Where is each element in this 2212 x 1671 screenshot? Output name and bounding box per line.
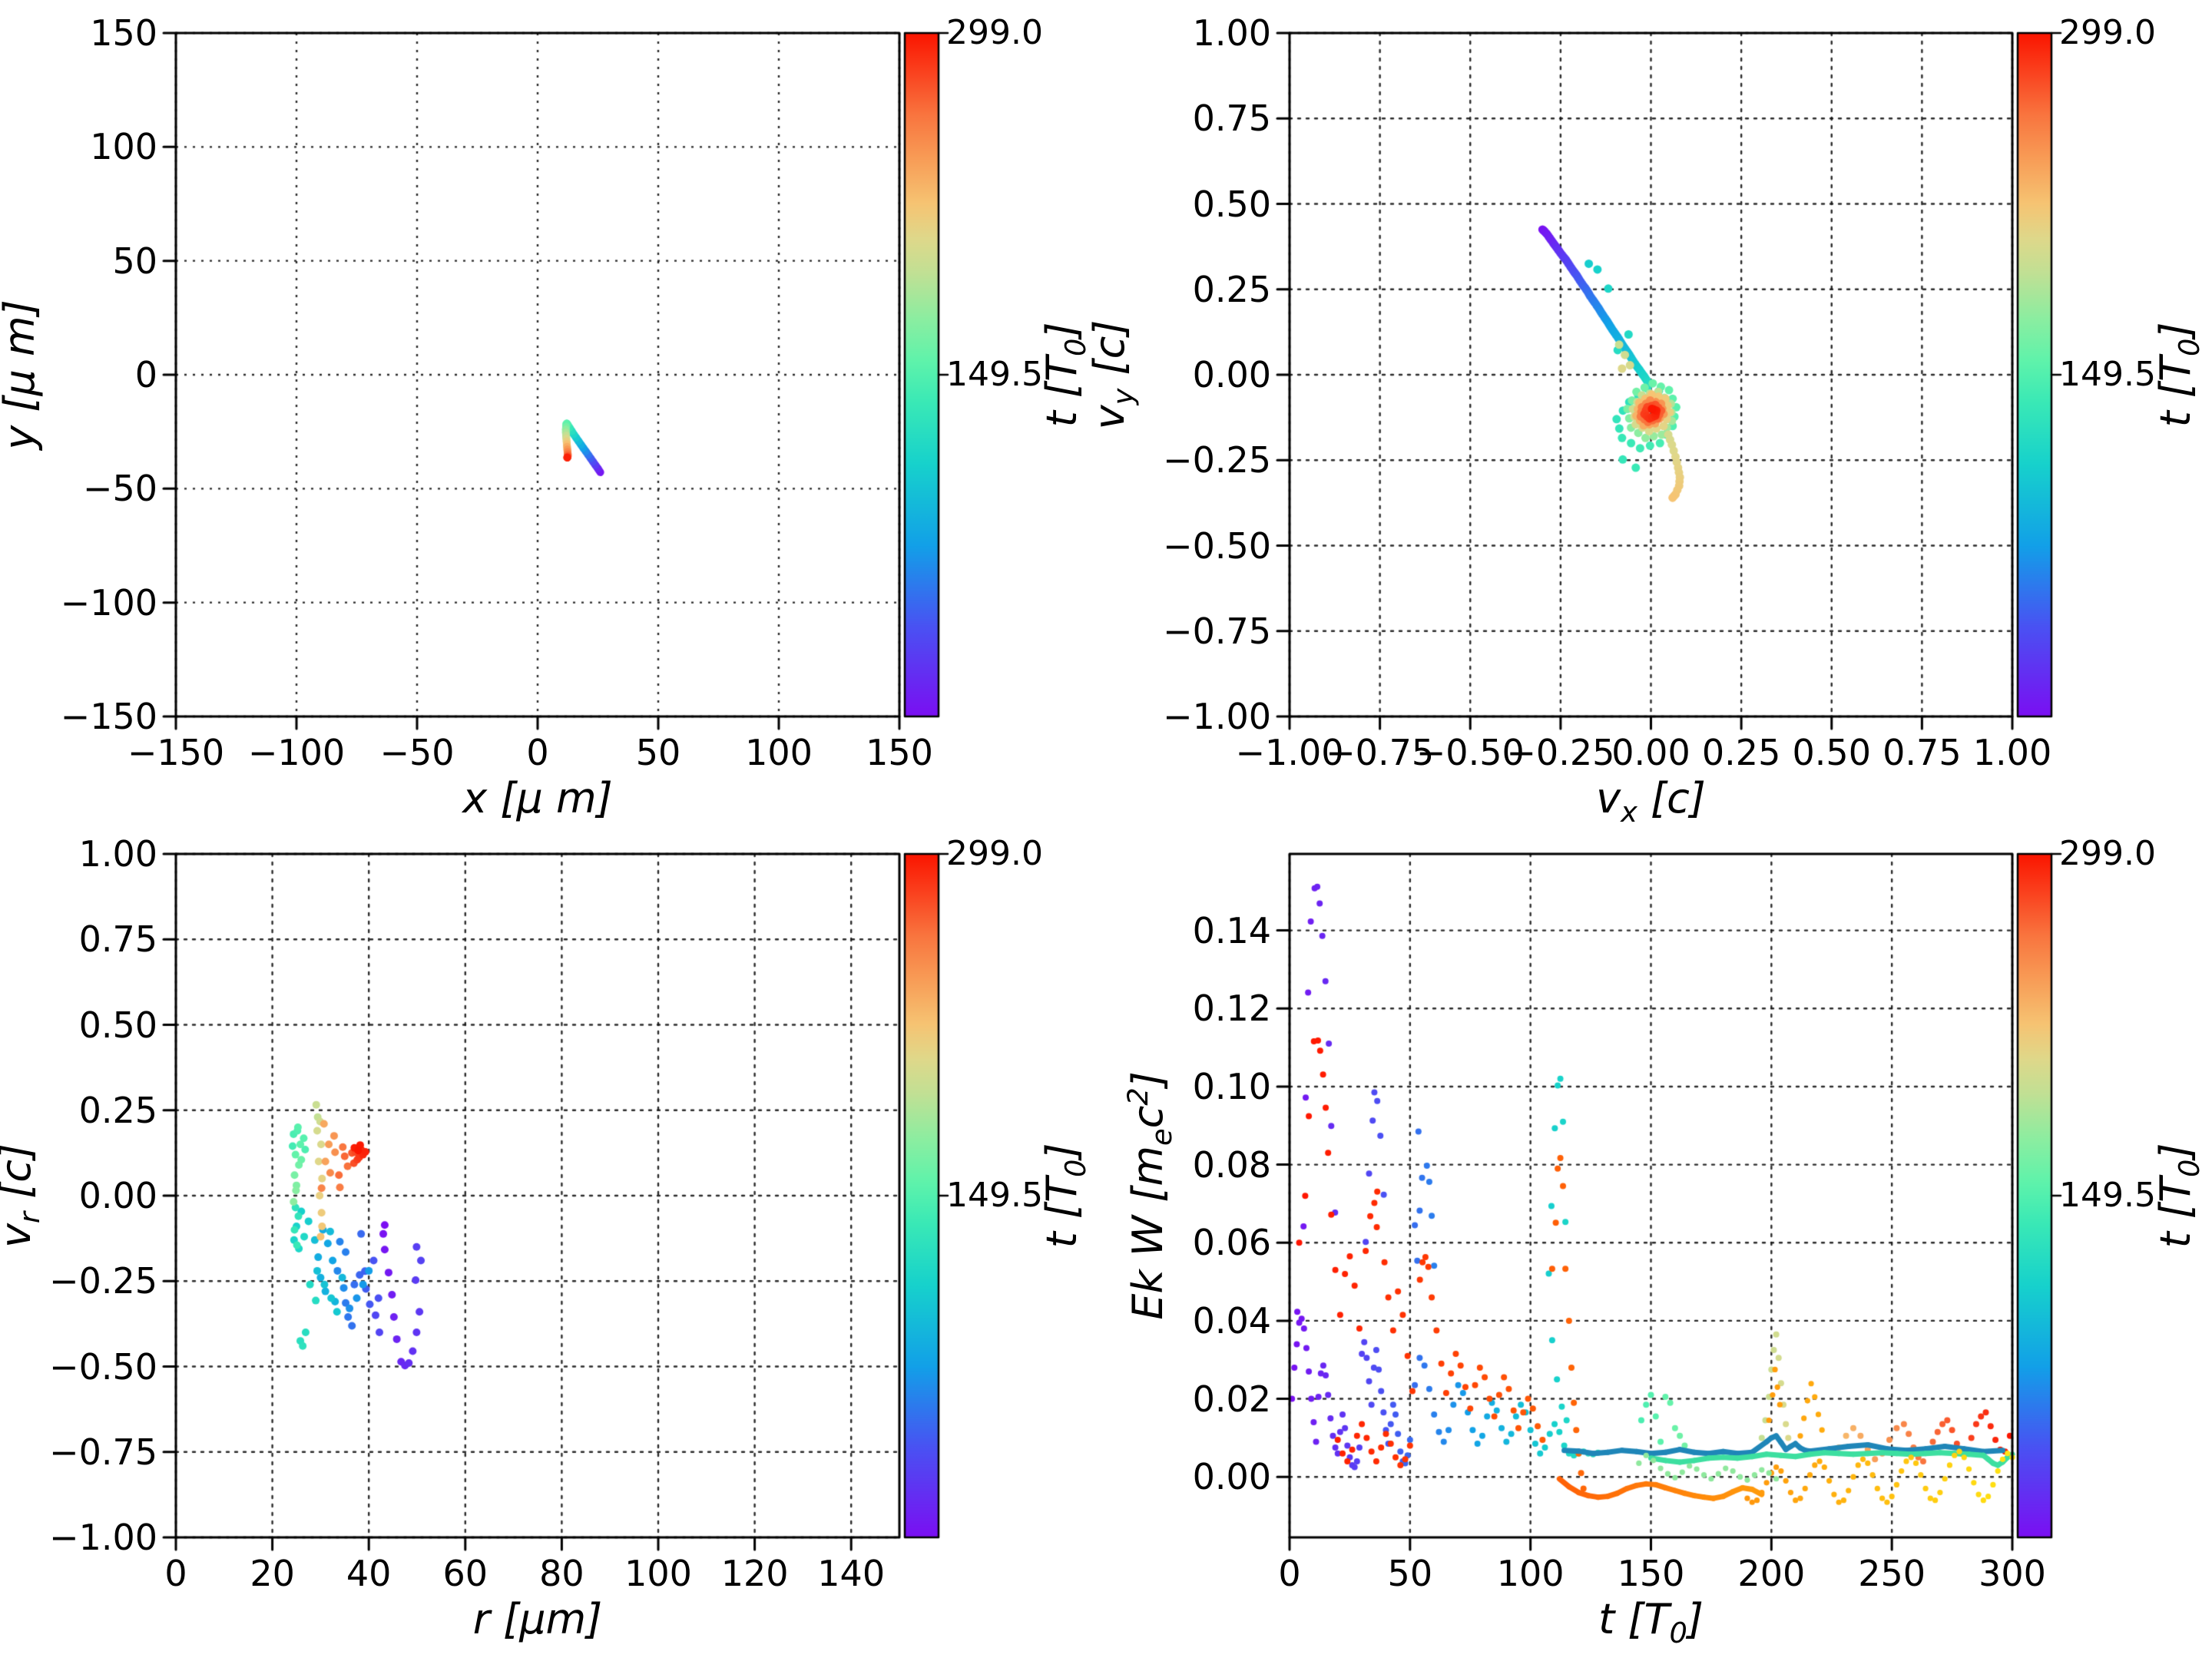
x-tick-label: 50 xyxy=(1387,1553,1433,1594)
y-tick-label: 0.75 xyxy=(1192,98,1271,140)
x-tick-label: −150 xyxy=(127,732,225,773)
y-tick-label: −1.00 xyxy=(49,1517,157,1558)
y-tick-label: 0.25 xyxy=(1192,268,1271,310)
x-axis-label: vx [c] xyxy=(1596,774,1706,829)
y-tick-label: 0.00 xyxy=(1192,1456,1271,1498)
y-tick-label: 100 xyxy=(90,126,157,168)
y-tick-label: 150 xyxy=(90,12,157,54)
x-tick-label: 0.50 xyxy=(1792,732,1871,773)
y-tick-label: 0.12 xyxy=(1192,988,1271,1030)
x-tick-label: 1.00 xyxy=(1972,732,2052,773)
x-tick-label: 0 xyxy=(1278,1553,1301,1594)
y-tick-label: 0.10 xyxy=(1192,1065,1271,1107)
y-tick-label: 0.02 xyxy=(1192,1378,1271,1420)
x-tick-label: 100 xyxy=(624,1553,692,1594)
x-tick-label: 50 xyxy=(635,732,681,773)
y-tick-label: −0.25 xyxy=(1163,439,1271,481)
y-tick-label: 0.00 xyxy=(78,1175,157,1216)
y-tick-label: −0.25 xyxy=(49,1260,157,1302)
y-tick-label: 1.00 xyxy=(78,833,157,875)
x-tick-label: 20 xyxy=(250,1553,295,1594)
y-tick-label: 50 xyxy=(112,240,157,282)
x-tick-label: 250 xyxy=(1858,1553,1926,1594)
y-tick-label: −0.75 xyxy=(1163,610,1271,652)
y-tick-label: −1.00 xyxy=(1163,696,1271,737)
x-tick-label: 300 xyxy=(1979,1553,2046,1594)
colorbar-tick-mid: 149.5 xyxy=(2059,1176,2156,1215)
x-tick-label: 60 xyxy=(442,1553,488,1594)
x-tick-label: −0.50 xyxy=(1416,732,1525,773)
y-tick-label: −100 xyxy=(60,581,157,624)
y-tick-label: −50 xyxy=(82,468,157,510)
colorbar-title: t [T0] xyxy=(1038,1143,1093,1249)
y-axis-label: Ek W [mec2] xyxy=(1121,1071,1179,1320)
y-axis-label: vr [c] xyxy=(0,1143,47,1248)
colorbar-title: t [T0] xyxy=(1038,322,1093,428)
y-tick-label: 0.00 xyxy=(1192,354,1271,395)
x-axis-label: x [μ m] xyxy=(462,774,613,822)
y-tick-label: −0.75 xyxy=(49,1431,157,1473)
colorbar-tick-mid: 149.5 xyxy=(946,355,1043,394)
y-tick-label: 0.50 xyxy=(78,1004,157,1046)
y-tick-label: 1.00 xyxy=(1192,12,1271,54)
y-tick-label: 0.04 xyxy=(1192,1299,1271,1342)
x-tick-label: 0.00 xyxy=(1611,732,1690,773)
colorbar-title: t [T0] xyxy=(2151,1143,2207,1249)
y-tick-label: −150 xyxy=(60,696,157,737)
x-tick-label: 100 xyxy=(1496,1553,1565,1594)
y-tick-label: 0.25 xyxy=(78,1089,157,1131)
x-axis-label: r [μm] xyxy=(472,1595,603,1643)
x-tick-label: −0.75 xyxy=(1326,732,1435,773)
colorbar-tick-top: 299.0 xyxy=(2059,13,2156,52)
x-tick-label: 200 xyxy=(1737,1553,1806,1594)
x-tick-label: 120 xyxy=(720,1553,789,1594)
x-tick-label: 40 xyxy=(346,1553,392,1594)
y-tick-label: 0.08 xyxy=(1192,1143,1271,1186)
x-tick-label: 0.75 xyxy=(1883,732,1962,773)
x-tick-label: −0.25 xyxy=(1506,732,1615,773)
colorbar-tick-mid: 149.5 xyxy=(946,1176,1043,1215)
y-tick-label: 0 xyxy=(134,354,157,395)
x-axis-label: t [T0] xyxy=(1598,1595,1704,1649)
x-tick-label: 80 xyxy=(539,1553,584,1594)
x-tick-label: 0 xyxy=(164,1553,187,1594)
colorbar-tick-top: 299.0 xyxy=(2059,834,2156,873)
y-tick-label: −0.50 xyxy=(49,1345,157,1388)
colorbar-tick-top: 299.0 xyxy=(946,834,1043,873)
x-tick-label: −1.00 xyxy=(1235,732,1344,773)
x-tick-label: −50 xyxy=(379,732,455,773)
x-tick-label: 140 xyxy=(817,1553,886,1594)
x-tick-label: 150 xyxy=(866,732,933,773)
y-tick-label: 0.14 xyxy=(1192,909,1271,951)
y-tick-label: −0.50 xyxy=(1163,524,1271,567)
y-tick-label: 0.50 xyxy=(1192,183,1271,225)
y-tick-label: 0.75 xyxy=(78,918,157,961)
y-axis-label: y [μ m] xyxy=(0,299,44,450)
x-tick-label: −100 xyxy=(247,732,346,773)
x-tick-label: 0 xyxy=(526,732,549,773)
colorbar-tick-mid: 149.5 xyxy=(2059,355,2156,394)
x-tick-label: 100 xyxy=(745,732,813,773)
y-axis-label: vy [c] xyxy=(1085,319,1141,430)
x-tick-label: 0.25 xyxy=(1701,732,1781,773)
y-tick-label: 0.06 xyxy=(1192,1222,1271,1264)
colorbar-tick-top: 299.0 xyxy=(946,13,1043,52)
colorbar-title: t [T0] xyxy=(2151,322,2207,428)
x-tick-label: 150 xyxy=(1617,1553,1685,1594)
